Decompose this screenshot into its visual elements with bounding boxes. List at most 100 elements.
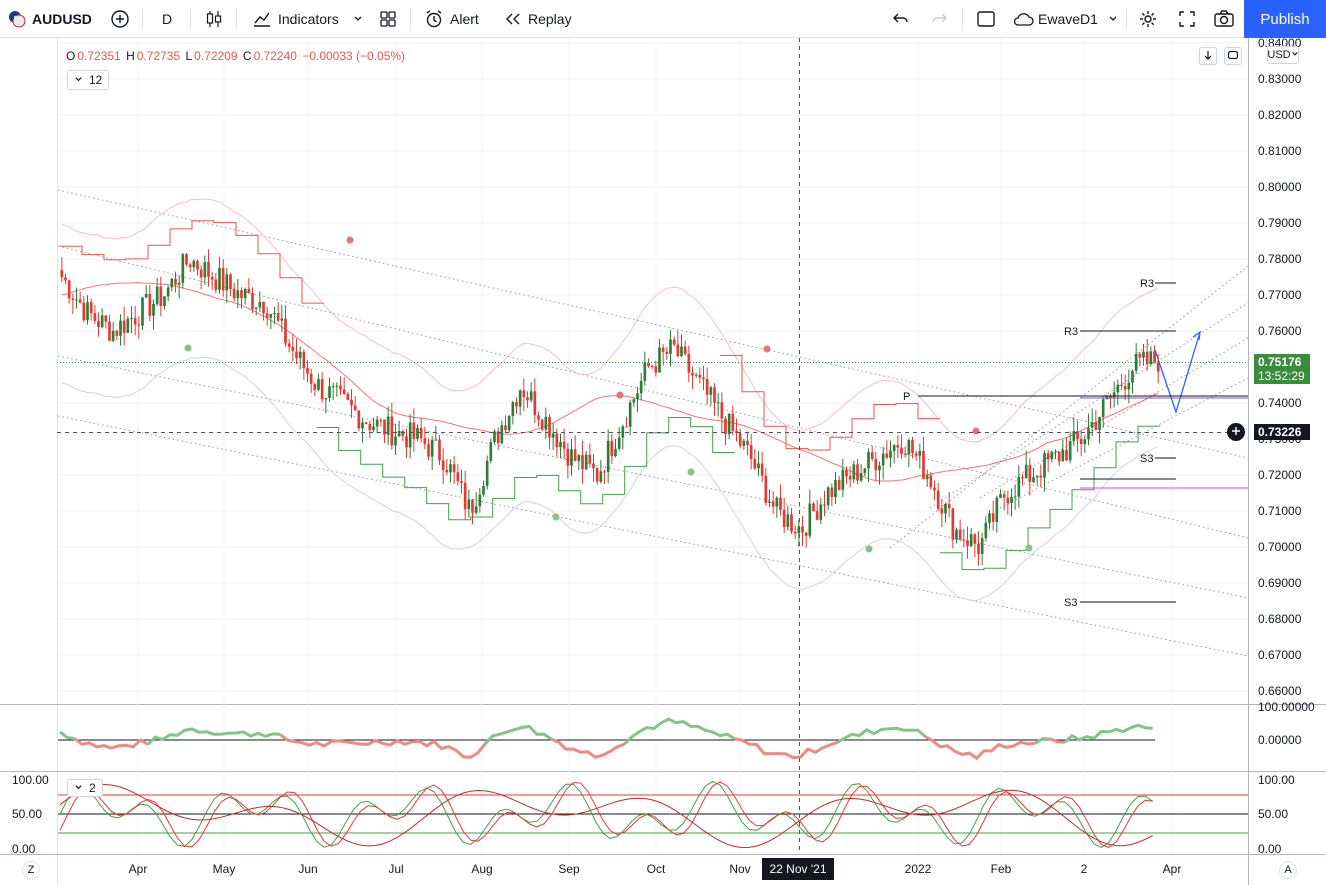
indicators-button[interactable]: Indicators (252, 0, 363, 38)
stoch-d-line (59, 781, 1153, 848)
candle-body (89, 302, 93, 314)
symbol-search[interactable]: AUDUSD (8, 0, 92, 38)
candle-body (742, 440, 746, 446)
candle-body (280, 318, 284, 321)
channel-line (929, 302, 1249, 509)
pane-down-button[interactable] (1199, 47, 1217, 65)
candle-body (548, 416, 551, 438)
candle-body (925, 475, 929, 480)
candle-body (243, 288, 247, 299)
candle-body (482, 486, 485, 495)
candle-body (874, 458, 878, 471)
pane-maximize-button[interactable] (1224, 47, 1242, 65)
publish-button[interactable]: Publish (1244, 0, 1326, 38)
close-key: C (242, 49, 252, 63)
auto-scale-button[interactable]: A (1279, 861, 1297, 879)
layout-name-button[interactable]: EwaveD1 (1012, 0, 1118, 38)
candle-body (170, 278, 174, 288)
candle-body (199, 269, 203, 278)
bollinger-bands (61, 198, 1159, 602)
change-value: −0.00033 (−0.05%) (302, 49, 406, 63)
candle-body (152, 303, 155, 316)
trend-channels (57, 189, 1249, 657)
candle-body (771, 501, 775, 507)
price-tick-label: 0.77000 (1258, 288, 1302, 302)
candle-body (78, 299, 82, 303)
pivot-r3-upper-label: R3 (1140, 278, 1154, 290)
time-axis[interactable]: Apr May Jun Jul Aug Sep Oct Nov 2022 Feb 2 Apr (129, 862, 1182, 876)
candle-body (544, 416, 548, 430)
camera-icon (1213, 9, 1235, 29)
candle-body (969, 534, 973, 547)
replay-button[interactable]: Replay (504, 0, 572, 38)
fullscreen-select-button[interactable] (976, 0, 996, 38)
candle-body (489, 441, 493, 461)
candle-body (584, 454, 588, 470)
candle-body (353, 405, 357, 411)
candle-body (947, 503, 951, 509)
candle-body (445, 469, 449, 473)
interval-button[interactable]: D (162, 0, 172, 38)
candle-body (221, 268, 225, 291)
open-value: 0.72351 (77, 49, 121, 63)
osc1-histogram-line (146, 727, 281, 746)
candle-body (1083, 439, 1087, 445)
price-tick-label: 0.82000 (1258, 108, 1302, 122)
candle-body (940, 508, 944, 514)
price-tick-label: 0.70000 (1258, 540, 1302, 554)
candle-body (1127, 382, 1131, 390)
countdown-value: 13:52:29 (1258, 369, 1305, 383)
add-alert-button[interactable] (1227, 423, 1245, 441)
candle-body (313, 383, 317, 390)
candle-body (555, 433, 559, 448)
candle-body (892, 445, 896, 451)
snapshot-button[interactable] (1213, 0, 1235, 38)
candle-body (86, 302, 89, 321)
candle-body (452, 464, 456, 473)
candle-body (130, 318, 133, 320)
undo-button[interactable] (892, 0, 910, 38)
candle-body (672, 339, 676, 345)
time-tick-label: Jul (388, 862, 403, 876)
candle-body (379, 419, 383, 421)
candle-body (885, 453, 889, 458)
stochastic-pane-2 (58, 780, 1248, 849)
candle-body (768, 501, 771, 503)
candle-body (518, 390, 522, 407)
fullscreen-button[interactable] (1178, 0, 1196, 38)
candle-body (258, 301, 262, 308)
oscillator-pane-1 (58, 717, 1155, 761)
candle-body (276, 312, 280, 321)
chart-type-button[interactable] (204, 0, 224, 38)
candle-body (174, 278, 177, 285)
crosshair-price-value: 0.73226 (1258, 425, 1302, 439)
zoom-button[interactable]: Z (22, 861, 40, 879)
currency-button[interactable]: USD (1267, 46, 1299, 64)
compare-button[interactable] (110, 0, 130, 38)
alert-button[interactable]: Alert (424, 0, 479, 38)
stop-flip-dot (972, 427, 980, 435)
layouts-button[interactable] (378, 0, 398, 38)
pane-collapse-button[interactable]: 2 (67, 779, 103, 797)
candle-body (900, 447, 903, 454)
candle-body (408, 422, 412, 448)
candle-body (240, 290, 243, 299)
candle-body (1116, 384, 1120, 393)
price-tick-label: 0.74000 (1258, 396, 1302, 410)
indicators-collapse-button[interactable]: 12 (67, 70, 110, 90)
plus-circle-icon (110, 9, 130, 29)
candle-body (284, 318, 287, 344)
candle-body (273, 312, 276, 314)
pivot-s3-upper-label: S3 (1140, 453, 1153, 465)
redo-button[interactable] (930, 0, 948, 38)
settings-button[interactable] (1138, 0, 1158, 38)
candle-body (144, 293, 148, 298)
candle-body (251, 293, 254, 309)
osc2-left-tick-label: 50.00 (12, 807, 42, 821)
candle-body (100, 315, 104, 328)
candle-body (962, 539, 966, 541)
separator (410, 8, 411, 30)
candle-body (1120, 384, 1123, 387)
candle-body (133, 318, 137, 325)
